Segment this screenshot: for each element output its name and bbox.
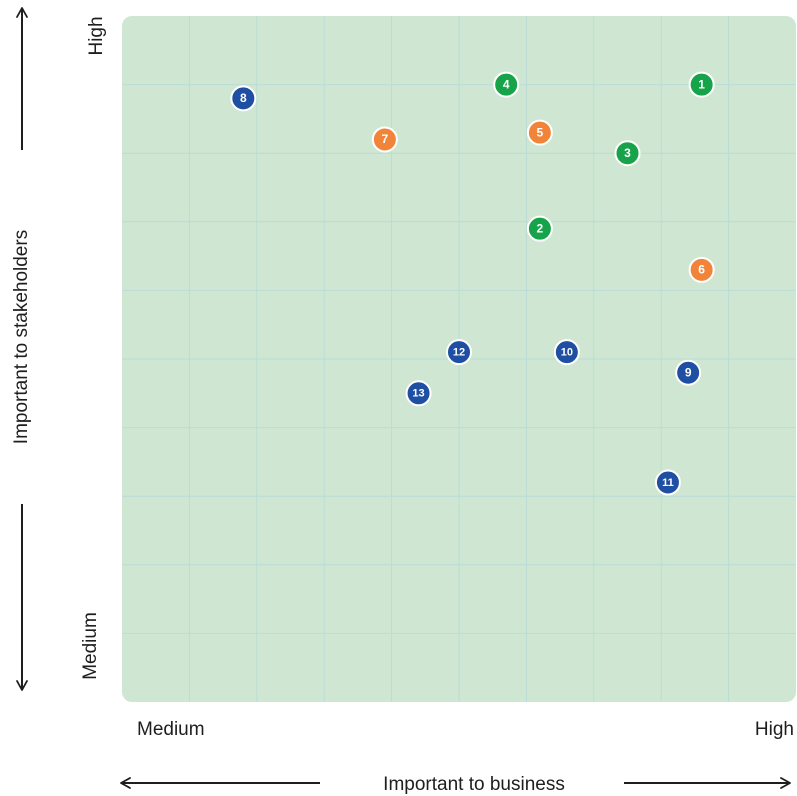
data-point-label: 2	[537, 221, 544, 235]
data-point-7: 7	[371, 126, 398, 153]
data-point-label: 13	[412, 388, 424, 400]
data-point-2: 2	[526, 215, 553, 242]
y-tick-label-high: High	[86, 16, 107, 55]
data-point-marker	[371, 126, 398, 153]
data-point-5: 5	[526, 119, 553, 146]
data-point-label: 8	[240, 91, 247, 105]
data-point-13: 13	[405, 380, 432, 407]
data-point-11: 11	[654, 469, 681, 496]
data-point-label: 7	[382, 132, 389, 146]
data-point-label: 1	[698, 77, 705, 91]
x-tick-label-medium: Medium	[137, 719, 205, 740]
data-point-label: 5	[537, 125, 544, 139]
data-point-marker	[688, 256, 715, 283]
data-point-12: 12	[446, 339, 472, 366]
data-point-marker	[654, 469, 681, 496]
data-point-4: 4	[493, 71, 520, 98]
data-point-label: 10	[561, 347, 573, 359]
data-point-8: 8	[230, 85, 257, 112]
data-point-label: 9	[685, 365, 692, 379]
data-point-6: 6	[688, 256, 715, 283]
data-point-marker	[446, 339, 472, 366]
y-axis-title: Important to stakeholders	[11, 230, 32, 444]
data-point-9: 9	[675, 359, 702, 386]
data-point-marker	[405, 380, 432, 407]
data-point-label: 6	[698, 262, 705, 276]
y-tick-label-medium: Medium	[80, 612, 101, 680]
data-point-marker	[526, 215, 553, 242]
data-point-marker	[688, 71, 715, 98]
data-point-marker	[493, 71, 520, 98]
x-tick-label-high: High	[755, 719, 794, 740]
data-point-1: 1	[688, 71, 715, 98]
data-point-label: 4	[503, 77, 510, 91]
data-point-marker	[230, 85, 257, 112]
data-point-label: 3	[624, 146, 631, 160]
data-point-marker	[614, 140, 641, 167]
data-point-10: 10	[553, 339, 580, 366]
data-point-label: 12	[453, 347, 465, 359]
data-point-3: 3	[614, 140, 641, 167]
data-point-marker	[553, 339, 580, 366]
x-axis-title: Important to business	[383, 774, 565, 795]
data-point-marker	[675, 359, 702, 386]
data-point-label: 11	[662, 477, 674, 489]
data-point-marker	[526, 119, 553, 146]
